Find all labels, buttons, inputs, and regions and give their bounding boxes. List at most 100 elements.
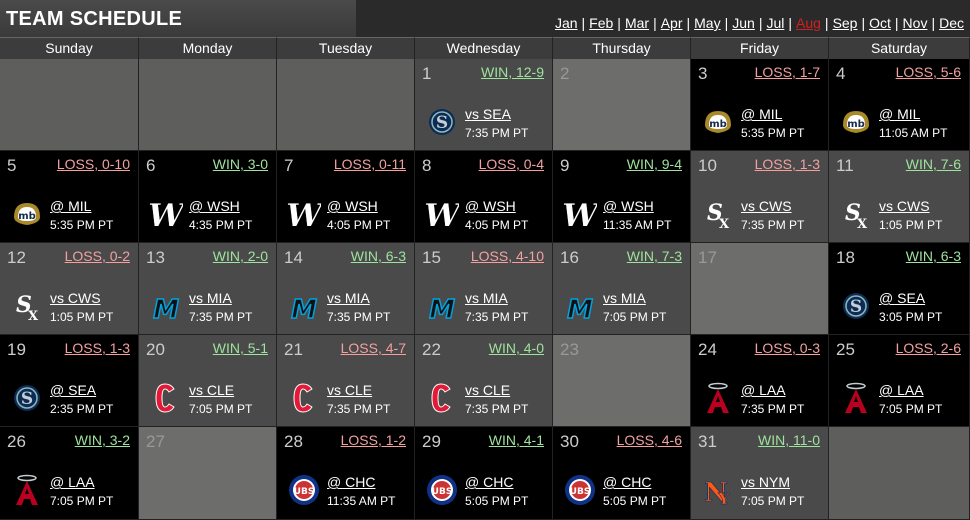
opponent-link[interactable]: @ LAA (50, 474, 95, 490)
game-result-link[interactable]: WIN, 11-0 (758, 432, 820, 448)
game-result-link[interactable]: LOSS, 0-3 (754, 340, 820, 356)
opponent-link[interactable]: @ SEA (50, 382, 97, 398)
month-link-apr[interactable]: Apr (660, 15, 683, 31)
game-day-cell[interactable]: 29 WIN, 4-1 UBS @ CHC 5:05 PM PT (415, 427, 553, 520)
month-link-aug[interactable]: Aug (796, 15, 821, 31)
game-result-link[interactable]: LOSS, 1-7 (754, 64, 820, 80)
game-result-link[interactable]: WIN, 5-1 (212, 340, 268, 356)
month-link-jul[interactable]: Jul (766, 15, 785, 31)
game-day-cell[interactable]: 28 LOSS, 1-2 UBS @ CHC 11:35 AM PT (277, 427, 415, 520)
game-result-link[interactable]: WIN, 9-4 (626, 156, 682, 172)
day-number: 17 (698, 248, 717, 267)
opponent-link[interactable]: @ SEA (879, 290, 926, 306)
opponent-link[interactable]: vs MIA (603, 290, 646, 306)
month-link-mar[interactable]: Mar (624, 15, 650, 31)
game-day-cell[interactable]: 30 LOSS, 4-6 UBS @ CHC 5:05 PM PT (553, 427, 691, 520)
opponent-link[interactable]: @ LAA (741, 382, 786, 398)
month-link-nov[interactable]: Nov (902, 15, 928, 31)
chc-logo-icon: UBS (563, 471, 597, 509)
month-link-sep[interactable]: Sep (832, 15, 858, 31)
game-result-link[interactable]: LOSS, 1-3 (64, 340, 130, 356)
game-day-cell[interactable]: 22 WIN, 4-0 vs CLE 7:35 PM PT (415, 335, 553, 427)
opponent-link[interactable]: vs MIA (189, 290, 232, 306)
game-result-link[interactable]: WIN, 6-3 (350, 248, 406, 264)
month-link-may[interactable]: May (694, 15, 721, 31)
month-link-jan[interactable]: Jan (554, 15, 578, 31)
opponent-link[interactable]: vs CWS (741, 198, 792, 214)
game-result-link[interactable]: WIN, 7-6 (905, 156, 961, 172)
svg-text:Y: Y (717, 489, 730, 507)
game-result-link[interactable]: WIN, 7-3 (626, 248, 682, 264)
game-day-cell[interactable]: 19 LOSS, 1-3 S @ SEA 2:35 PM PT (0, 335, 139, 427)
opponent-link[interactable]: vs MIA (327, 290, 370, 306)
game-day-cell[interactable]: 21 LOSS, 4-7 vs CLE 7:35 PM PT (277, 335, 415, 427)
opponent-link[interactable]: @ MIL (741, 106, 783, 122)
game-result-link[interactable]: WIN, 3-2 (74, 432, 130, 448)
opponent-link[interactable]: vs SEA (465, 106, 511, 122)
game-result-link[interactable]: LOSS, 4-10 (470, 248, 544, 264)
opponent-link[interactable]: @ CHC (465, 474, 514, 490)
opponent-link[interactable]: vs MIA (465, 290, 508, 306)
game-day-cell[interactable]: 25 LOSS, 2-6 @ LAA 7:05 PM PT (829, 335, 970, 427)
month-link-dec[interactable]: Dec (939, 15, 964, 31)
game-day-cell[interactable]: 18 WIN, 6-3 S @ SEA 3:05 PM PT (829, 243, 970, 335)
opponent-link[interactable]: @ LAA (879, 382, 924, 398)
game-result-link[interactable]: WIN, 4-1 (488, 432, 544, 448)
opponent-link[interactable]: @ CHC (327, 474, 376, 490)
game-result-link[interactable]: LOSS, 4-6 (616, 432, 682, 448)
game-result-link[interactable]: LOSS, 0-2 (64, 248, 130, 264)
svg-text:mb: mb (18, 211, 36, 222)
cle-logo-icon (287, 379, 321, 417)
opponent-link[interactable]: vs CWS (879, 198, 930, 214)
opponent-link[interactable]: @ WSH (465, 198, 516, 214)
game-result-link[interactable]: WIN, 3-0 (212, 156, 268, 172)
opponent-link[interactable]: @ WSH (327, 198, 378, 214)
game-day-cell[interactable]: 5 LOSS, 0-10 mb @ MIL 5:35 PM PT (0, 151, 139, 243)
opponent-link[interactable]: @ WSH (603, 198, 654, 214)
game-result-link[interactable]: LOSS, 0-4 (478, 156, 544, 172)
game-result-link[interactable]: WIN, 4-0 (488, 340, 544, 356)
game-result-link[interactable]: LOSS, 1-2 (340, 432, 406, 448)
month-link-jun[interactable]: Jun (732, 15, 755, 31)
game-day-cell[interactable]: 26 WIN, 3-2 @ LAA 7:05 PM PT (0, 427, 139, 520)
opponent-link[interactable]: vs CLE (465, 382, 511, 398)
opponent-link[interactable]: vs CLE (189, 382, 235, 398)
month-link-oct[interactable]: Oct (869, 15, 891, 31)
opponent-link[interactable]: @ MIL (50, 198, 92, 214)
opponent-link[interactable]: @ CHC (603, 474, 652, 490)
game-day-cell[interactable]: 9 WIN, 9-4 W @ WSH 11:35 AM PT (553, 151, 691, 243)
game-day-cell[interactable]: 4 LOSS, 5-6 mb @ MIL 11:05 AM PT (829, 59, 970, 151)
game-day-cell[interactable]: 7 LOSS, 0-11 W @ WSH 4:05 PM PT (277, 151, 415, 243)
game-day-cell[interactable]: 6 WIN, 3-0 W @ WSH 4:35 PM PT (139, 151, 277, 243)
opponent-link[interactable]: vs CWS (50, 290, 101, 306)
game-result-link[interactable]: LOSS, 0-10 (56, 156, 130, 172)
game-day-cell[interactable]: 20 WIN, 5-1 vs CLE 7:05 PM PT (139, 335, 277, 427)
game-result-link[interactable]: WIN, 2-0 (212, 248, 268, 264)
game-result-link[interactable]: WIN, 12-9 (480, 64, 544, 80)
opponent-link[interactable]: vs CLE (327, 382, 373, 398)
game-result-link[interactable]: LOSS, 4-7 (340, 340, 406, 356)
game-result-link[interactable]: LOSS, 5-6 (895, 64, 961, 80)
game-result-link[interactable]: WIN, 6-3 (905, 248, 961, 264)
opponent-link[interactable]: @ WSH (189, 198, 240, 214)
game-result-link[interactable]: LOSS, 1-3 (754, 156, 820, 172)
opponent-link[interactable]: vs NYM (741, 474, 790, 490)
game-time: 7:05 PM PT (50, 494, 114, 508)
month-link-feb[interactable]: Feb (589, 15, 614, 31)
game-result-link[interactable]: LOSS, 2-6 (895, 340, 961, 356)
game-day-cell[interactable]: 3 LOSS, 1-7 mb @ MIL 5:35 PM PT (691, 59, 829, 151)
game-day-cell[interactable]: 24 LOSS, 0-3 @ LAA 7:35 PM PT (691, 335, 829, 427)
opponent-link[interactable]: @ MIL (879, 106, 921, 122)
game-day-cell[interactable]: 8 LOSS, 0-4 W @ WSH 4:05 PM PT (415, 151, 553, 243)
game-result-link[interactable]: LOSS, 0-11 (333, 156, 406, 172)
